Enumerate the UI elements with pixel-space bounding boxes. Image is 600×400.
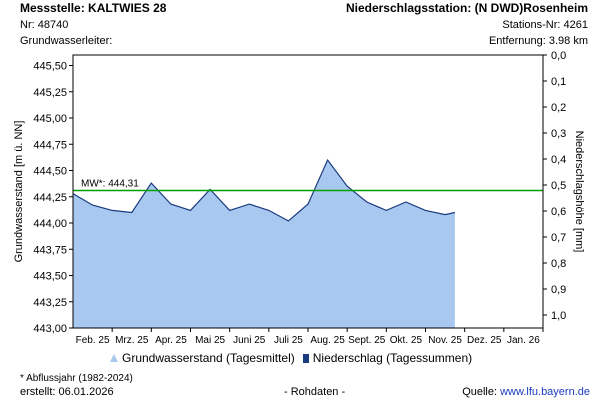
raw-data-label: - Rohdaten - (284, 386, 346, 398)
source-link[interactable]: www.lfu.bayern.de (500, 386, 590, 398)
x-tick-label: Mai 25 (195, 335, 225, 346)
x-tick-label: Juni 25 (233, 335, 266, 346)
y-tick-label: 443,25 (33, 297, 67, 309)
source: Quelle: www.lfu.bayern.de (462, 386, 590, 399)
x-tick-label: Juli 25 (274, 335, 303, 346)
distance-label: Entfernung: 3.98 km (488, 35, 588, 47)
y-tick-label: 444,50 (33, 166, 67, 178)
y2-tick-label: 0,3 (551, 128, 566, 140)
created-date: erstellt: 06.01.2026 (20, 386, 114, 398)
y-tick-label: 445,25 (33, 87, 67, 99)
y-tick-label: 445,00 (33, 113, 67, 125)
groundwater-line (72, 158, 456, 222)
mean-label: MW*: 444,31 (81, 178, 139, 189)
y2-tick-label: 0,6 (551, 206, 566, 218)
legend-precip-label: Niederschlag (Tagessummen) (312, 351, 473, 365)
y2-tick-label: 0,4 (551, 154, 566, 166)
x-tick-label: Apr. 25 (155, 335, 187, 346)
x-tick-label: Jan. 26 (507, 335, 540, 346)
y2-tick-label: 0,8 (551, 258, 566, 270)
y-axis: 443,00 443,25 443,50 443,75 444,00 444,25 444,… (33, 61, 73, 335)
station-number: Nr: 48740 (20, 19, 69, 31)
legend-groundwater-label: Grundwasserstand (Tagesmittel) (122, 351, 295, 365)
legend-groundwater-swatch (110, 354, 118, 362)
precip-station-title: Niederschlagsstation: (N DWD)Rosenheim (345, 1, 588, 15)
precip-station-number: Stations-Nr: 4261 (502, 19, 588, 31)
y2-tick-label: 1,0 (551, 310, 566, 322)
y2-tick-label: 0,1 (551, 76, 566, 88)
x-axis: Feb. 25 Mrz. 25 Apr. 25 Mai 25 Juni 25 Juli 2… (76, 328, 544, 346)
x-tick-label: Nov. 25 (428, 335, 462, 346)
y-tick-label: 444,00 (33, 218, 67, 230)
legend: Grundwasserstand (Tagesmittel) Niederschl… (110, 351, 472, 365)
x-tick-label: Dez. 25 (467, 335, 502, 346)
y-tick-label: 445,50 (33, 61, 67, 73)
station-title: Messstelle: KALTWIES 28 (20, 1, 167, 15)
y-tick-label: 444,75 (33, 139, 67, 151)
x-tick-label: Feb. 25 (76, 335, 110, 346)
x-tick-label: Sept. 25 (348, 335, 386, 346)
x-tick-label: Aug. 25 (310, 335, 345, 346)
y-tick-label: 444,25 (33, 192, 67, 204)
legend-precip-swatch (302, 354, 309, 363)
source-prefix: Quelle: (462, 386, 501, 398)
y-tick-label: 443,50 (33, 271, 67, 283)
footnote: * Abflussjahr (1982-2024) (20, 373, 133, 384)
y-tick-label: 443,00 (33, 323, 67, 335)
y2-axis: 0,0 0,1 0,2 0,3 0,4 0,5 0,6 0,7 0,8 0,9 1,0 (543, 50, 566, 322)
y-tick-label: 443,75 (33, 244, 67, 256)
y-axis-label: Grundwasserstand [m ü. NN] (13, 121, 25, 263)
y2-tick-label: 0,2 (551, 102, 566, 114)
y2-tick-label: 0,0 (551, 50, 566, 62)
y2-tick-label: 0,9 (551, 284, 566, 296)
y2-tick-label: 0,5 (551, 180, 566, 192)
aquifer-label: Grundwasserleiter: (20, 35, 113, 47)
x-tick-label: Okt. 25 (390, 335, 423, 346)
x-tick-label: Mrz. 25 (115, 335, 149, 346)
y2-axis-label: Niederschlagshöhe [mm] (573, 131, 585, 253)
y2-tick-label: 0,7 (551, 232, 566, 244)
